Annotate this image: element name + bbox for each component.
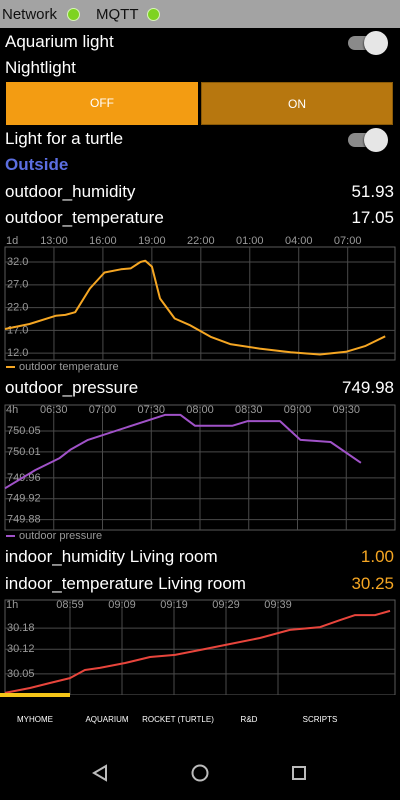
y-tick-label: 30.12 bbox=[7, 643, 35, 655]
toggle-knob bbox=[364, 128, 388, 152]
tab[interactable]: AQUARIUM bbox=[85, 715, 129, 724]
x-tick-label: 22:00 bbox=[187, 235, 215, 247]
x-tick-label: 09:29 bbox=[212, 599, 240, 611]
x-tick-label: 06:30 bbox=[40, 404, 68, 416]
recents-button[interactable] bbox=[292, 766, 306, 780]
tab[interactable]: SCRIPTS bbox=[302, 715, 338, 724]
sensor-row: indoor_humidity Living room 1.00 bbox=[5, 545, 394, 569]
x-tick-label: 08:59 bbox=[56, 599, 84, 611]
aquarium-light-row[interactable]: Aquarium light bbox=[5, 30, 394, 55]
legend-label: outdoor temperature bbox=[19, 361, 119, 373]
sensor-name: outdoor_pressure bbox=[5, 378, 139, 397]
navigation-bar bbox=[0, 742, 400, 800]
series-line bbox=[4, 609, 391, 694]
sensor-row: indoor_temperature Living room 30.25 bbox=[5, 572, 394, 596]
x-tick-label: 01:00 bbox=[236, 235, 264, 247]
turtle-light-row[interactable]: Light for a turtle bbox=[5, 127, 394, 152]
x-tick-label: 07:00 bbox=[334, 235, 362, 247]
series-line bbox=[4, 259, 386, 356]
chart: 30.18 30.12 30.05 08:59 09:09 09:19 09:29 09:39… bbox=[4, 599, 396, 695]
tab[interactable]: MYHOME bbox=[17, 715, 53, 724]
toggle-knob bbox=[364, 31, 388, 55]
status-mqtt: MQTT bbox=[96, 6, 139, 23]
x-tick-label: 09:39 bbox=[264, 599, 292, 611]
y-tick-label: 30.18 bbox=[7, 622, 35, 634]
y-tick-label: 750.05 bbox=[7, 425, 41, 437]
range-label: 4h bbox=[6, 404, 18, 416]
x-tick-label: 07:30 bbox=[137, 404, 165, 416]
y-tick-label: 22.0 bbox=[7, 302, 28, 314]
turtle-light-toggle[interactable] bbox=[348, 128, 388, 152]
tab-indicator bbox=[0, 693, 70, 697]
nightlight-row: Nightlight bbox=[5, 56, 394, 80]
status-dot bbox=[67, 8, 80, 21]
plot-frame bbox=[4, 246, 396, 361]
y-tick-label: 32.0 bbox=[7, 256, 28, 268]
x-tick-label: 09:00 bbox=[284, 404, 312, 416]
y-tick-label: 27.0 bbox=[7, 279, 28, 291]
legend-label: outdoor pressure bbox=[19, 530, 102, 542]
x-tick-label: 09:19 bbox=[160, 599, 188, 611]
sensor-name: indoor_humidity Living room bbox=[5, 547, 218, 566]
aquarium-light-label: Aquarium light bbox=[5, 32, 114, 51]
on-button[interactable]: ON bbox=[201, 82, 393, 125]
sensor-row: outdoor_temperature 17.05 bbox=[5, 206, 394, 230]
sensor-value: 749.98 bbox=[342, 378, 394, 397]
range-label: 1d bbox=[6, 235, 18, 247]
aquarium-light-toggle[interactable] bbox=[348, 31, 388, 55]
status-network: Network bbox=[2, 6, 58, 23]
y-tick-label: 750.01 bbox=[7, 446, 41, 458]
sensor-name: outdoor_temperature bbox=[5, 208, 164, 227]
y-tick-label: 30.05 bbox=[7, 668, 35, 680]
sensor-row: outdoor_pressure 749.98 bbox=[5, 376, 394, 400]
x-tick-label: 16:00 bbox=[89, 235, 117, 247]
tab[interactable]: R&D bbox=[240, 715, 258, 724]
y-tick-label: 749.88 bbox=[7, 513, 41, 525]
tab[interactable]: ROCKET (TURTLE) bbox=[142, 715, 214, 724]
sensor-value: 1.00 bbox=[360, 547, 394, 566]
range-label: 1h bbox=[6, 599, 18, 611]
back-button[interactable] bbox=[92, 764, 107, 782]
x-tick-label: 07:00 bbox=[89, 404, 117, 416]
off-button[interactable]: OFF bbox=[6, 82, 198, 125]
x-tick-label: 04:00 bbox=[285, 235, 313, 247]
y-tick-label: 749.92 bbox=[7, 493, 41, 505]
series-line bbox=[4, 413, 362, 490]
sensor-value: 51.93 bbox=[351, 182, 394, 201]
tab-bar: MYHOME AQUARIUM ROCKET (TURTLE) R&D SCRI… bbox=[0, 697, 400, 742]
sensor-row: outdoor_humidity 51.93 bbox=[5, 180, 394, 204]
x-tick-label: 08:00 bbox=[186, 404, 214, 416]
sensor-name: outdoor_humidity bbox=[5, 182, 136, 201]
section-title: Outside bbox=[5, 155, 69, 174]
y-tick-label: 12.0 bbox=[7, 347, 28, 359]
status-bar: Network MQTT bbox=[0, 0, 400, 28]
x-tick-label: 13:00 bbox=[40, 235, 68, 247]
plot-frame bbox=[4, 599, 396, 695]
sensor-name: indoor_temperature Living room bbox=[5, 574, 246, 593]
status-dot bbox=[147, 8, 160, 21]
x-tick-label: 09:30 bbox=[332, 404, 360, 416]
turtle-light-label: Light for a turtle bbox=[5, 129, 124, 148]
sensor-value: 30.25 bbox=[351, 574, 394, 593]
chart: 32.027.022.017.012.013:00 16:00 19:00 22:00… bbox=[4, 235, 396, 373]
x-tick-label: 09:09 bbox=[108, 599, 136, 611]
sensor-value: 17.05 bbox=[351, 208, 394, 227]
x-tick-label: 08:30 bbox=[235, 404, 263, 416]
x-tick-label: 19:00 bbox=[138, 235, 166, 247]
nightlight-label: Nightlight bbox=[5, 58, 76, 77]
home-button[interactable] bbox=[191, 764, 209, 782]
